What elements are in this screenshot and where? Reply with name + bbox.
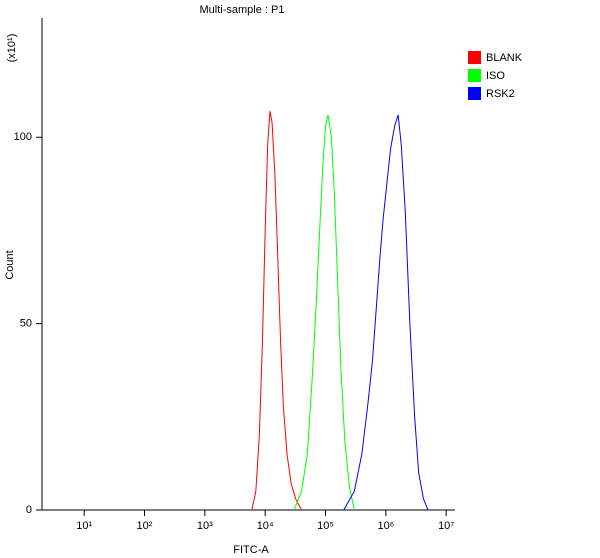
histogram-line <box>343 114 429 511</box>
y-tick-label: 50 <box>20 318 32 330</box>
y-multiplier: (x10¹) <box>6 34 18 63</box>
y-tick-label: 0 <box>26 504 32 516</box>
legend-label: ISO <box>486 70 505 82</box>
x-tick-label: 10⁶ <box>377 520 394 532</box>
y-axis-label: Count <box>4 250 16 279</box>
y-tick-label: 100 <box>14 131 32 143</box>
x-axis-label: FITC-A <box>233 544 269 556</box>
x-tick-label: 10¹ <box>76 520 92 532</box>
x-tick-label: 10⁷ <box>438 520 454 532</box>
legend-label: RSK2 <box>486 88 515 100</box>
legend-swatch <box>468 51 481 64</box>
x-tick-label: 10³ <box>197 520 213 532</box>
x-tick-label: 10⁴ <box>257 520 274 532</box>
x-tick-label: 10² <box>137 520 153 532</box>
legend-label: BLANK <box>486 52 523 64</box>
legend-swatch <box>468 69 481 82</box>
legend-swatch <box>468 87 481 100</box>
histogram-line <box>293 114 355 511</box>
x-tick-label: 10⁵ <box>317 520 334 532</box>
chart-title: Multi-sample : P1 <box>200 4 285 16</box>
histogram-line <box>251 111 302 511</box>
